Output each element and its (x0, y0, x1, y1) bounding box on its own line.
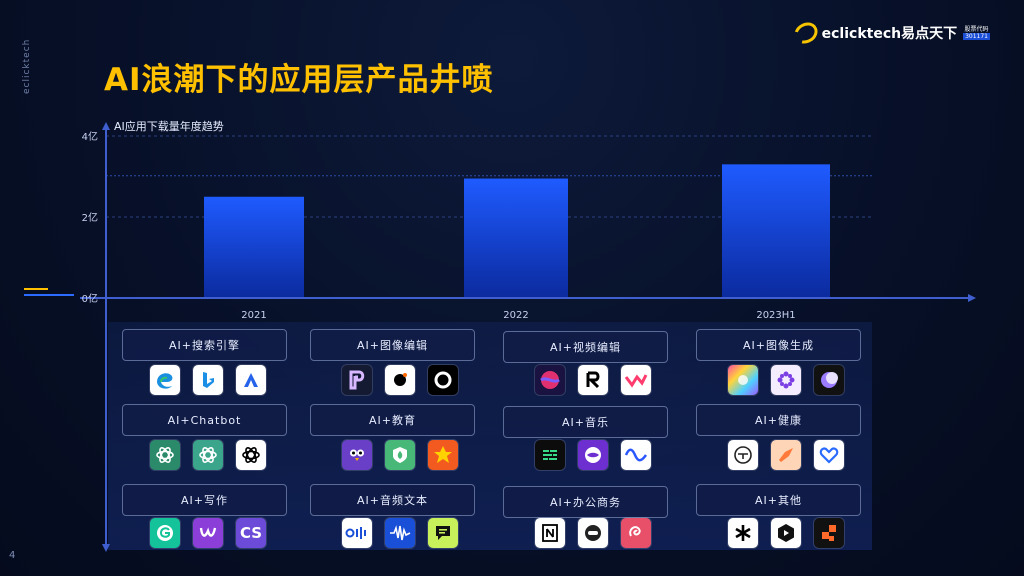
y-tick-label: 0亿 (82, 292, 98, 305)
bar-2023H1 (722, 164, 830, 298)
face-icon (728, 440, 758, 470)
notion-icon (535, 518, 565, 548)
owl-icon (342, 440, 372, 470)
category-label: AI+教育 (310, 404, 475, 436)
colorful-icon (728, 365, 758, 395)
category-label: AI+视频编辑 (503, 331, 668, 363)
page-title: AI浪潮下的应用层产品井喷 (104, 62, 494, 98)
x-tick-label: 2023H1 (756, 310, 795, 321)
terminal-icon (535, 440, 565, 470)
cs-icon: CS (236, 518, 266, 548)
perplexity-icon (236, 365, 266, 395)
hexagon-icon (771, 518, 801, 548)
ring-icon (428, 365, 458, 395)
x-tick-label: 2021 (241, 310, 266, 321)
category-label: AI+办公商务 (503, 486, 668, 518)
sphere-icon (535, 365, 565, 395)
category-label: AI+图像生成 (696, 329, 861, 361)
category-label: AI+音乐 (503, 406, 668, 438)
swirl-icon (621, 518, 651, 548)
badge-icon (428, 440, 458, 470)
y-axis-arrow-top (102, 122, 110, 130)
runway-icon (578, 365, 608, 395)
mask-icon (578, 518, 608, 548)
chatgpt-green-icon (150, 440, 180, 470)
company-logo: eclicktech易点天下 股票代码 301171 (790, 18, 990, 48)
heart-icon (814, 440, 844, 470)
chatgpt-white-icon (236, 440, 266, 470)
y-tick-label: 4亿 (82, 130, 98, 143)
edge-icon (150, 365, 180, 395)
grammarly-icon (150, 518, 180, 548)
category-label: AI+图像编辑 (310, 329, 475, 361)
bar-2021 (204, 196, 304, 298)
decor-tick-yellow (24, 288, 48, 290)
picsart-r-icon (342, 365, 372, 395)
chart-title: AI应用下载量年度趋势 (114, 119, 224, 133)
x-axis-arrow (968, 294, 976, 302)
category-label: AI+健康 (696, 404, 861, 436)
otter-icon (342, 518, 372, 548)
speech-icon (428, 518, 458, 548)
flower-icon (771, 365, 801, 395)
asterisk-icon (728, 518, 758, 548)
category-label: AI+写作 (122, 484, 287, 516)
stock-badge-label: 股票代码 (964, 26, 989, 33)
x-tick-label: 2022 (503, 310, 528, 321)
logo-text: eclicktech易点天下 (821, 26, 958, 42)
wave-v-icon (621, 365, 651, 395)
w-icon (193, 518, 223, 548)
stock-badge: 股票代码 301171 (963, 26, 990, 40)
category-label: AI+其他 (696, 484, 861, 516)
decor-tick-blue (24, 294, 74, 296)
bird-icon (771, 440, 801, 470)
bubble-icon (578, 440, 608, 470)
sine-wave-icon (621, 440, 651, 470)
y-axis-arrow-bottom (102, 544, 110, 552)
bar-2022 (464, 178, 568, 298)
stock-badge-code: 301171 (963, 33, 990, 40)
decor-ticks (24, 288, 74, 300)
y-tick-label: 2亿 (82, 211, 98, 224)
category-label: AI+Chatbot (122, 404, 287, 436)
blocks-icon (814, 518, 844, 548)
leaf-shield-icon (385, 440, 415, 470)
chatgpt-teal-icon (193, 440, 223, 470)
category-label: AI+音频文本 (310, 484, 475, 516)
bing-icon (193, 365, 223, 395)
page-number: 4 (9, 550, 16, 561)
waveform-icon (385, 518, 415, 548)
moon-icon (814, 365, 844, 395)
dot-camera-icon (385, 365, 415, 395)
category-label: AI+搜索引擎 (122, 329, 287, 361)
